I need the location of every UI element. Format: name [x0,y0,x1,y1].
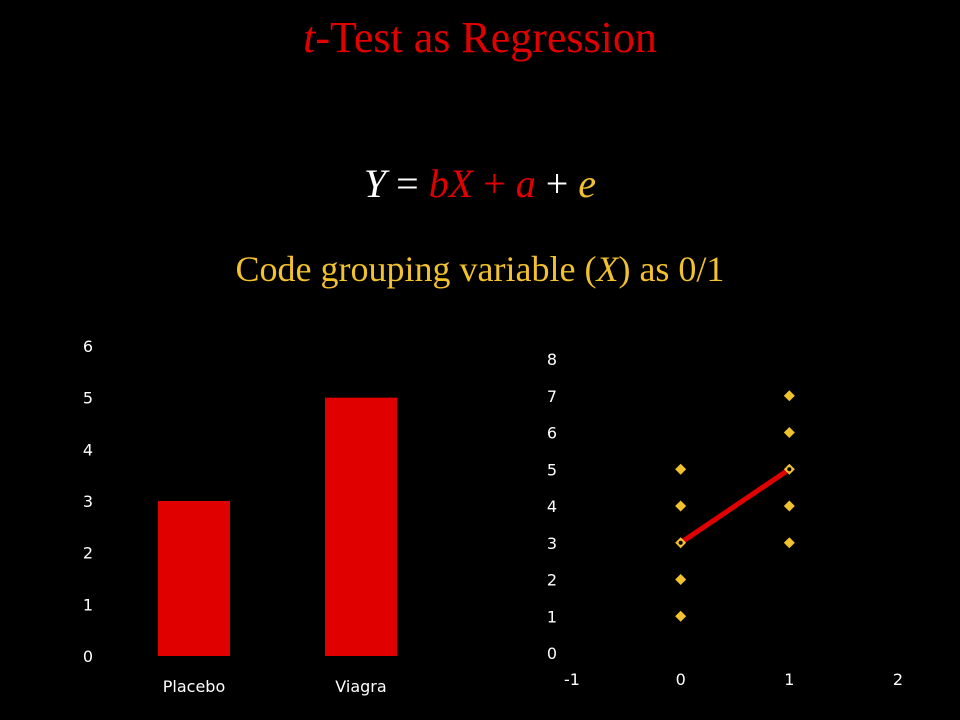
regression-line [678,466,792,546]
eq-bx: bX [428,161,474,206]
scatter-y-tick-label: 1 [547,607,557,626]
bar-x-tick-label: Viagra [335,677,386,696]
eq-a: a [515,161,536,206]
scatter-x-tick-label: 0 [676,670,686,689]
sub-before: Code grouping variable ( [235,249,597,289]
scatter-y-tick-label: 7 [547,387,557,406]
bar-placebo [158,501,230,656]
eq-y: Y [363,161,387,206]
bar-y-tick-label: 5 [83,389,93,408]
scatter-y-tick-label: 0 [547,644,557,663]
bar-y-tick-label: 6 [83,337,93,356]
group-mean-marker [787,467,792,472]
scatter-y-tick-label: 3 [547,534,557,553]
bar-y-tick-label: 1 [83,595,93,614]
scatter-point [675,610,687,622]
scatter-point [675,574,687,585]
sub-var: X [596,249,619,289]
scatter-point [675,500,687,512]
scatter-point [783,500,795,512]
scatter-point [783,537,795,549]
coding-subtitle: Code grouping variable (X) as 0/1 [0,248,960,290]
scatter-y-tick-label: 5 [547,460,557,479]
scatter-x-tick-label: 2 [893,670,903,689]
eq-plus2: + [535,161,579,206]
group-mean-marker [678,540,683,545]
eq-plus1: + [473,161,516,206]
scatter-y-tick-label: 8 [547,350,557,369]
scatter-point [783,427,795,438]
bar-y-tick-label: 0 [83,647,93,666]
eq-equals: = [386,161,429,206]
title-italic-t: t [303,13,316,62]
scatter-x-tick-label: 1 [784,670,794,689]
bar-y-tick-label: 2 [83,544,93,563]
title-rest: -Test as Regression [315,13,657,62]
scatter-y-tick-label: 2 [547,571,557,590]
slide-title: t-Test as Regression [0,12,960,63]
scatter-x-tick-label: -1 [564,670,580,689]
scatter-y-tick-label: 6 [547,424,557,443]
sub-after: ) as 0/1 [618,249,725,289]
bar-viagra [325,397,397,656]
scatter-y-tick-label: 4 [547,497,557,516]
bar-y-tick-label: 3 [83,492,93,511]
scatter-point [783,390,795,402]
scatter-point [675,463,687,475]
regression-equation: Y = bX + a + e [0,160,960,207]
bar-y-tick-label: 4 [83,440,93,459]
eq-e: e [578,161,597,206]
bar-x-tick-label: Placebo [163,677,225,696]
